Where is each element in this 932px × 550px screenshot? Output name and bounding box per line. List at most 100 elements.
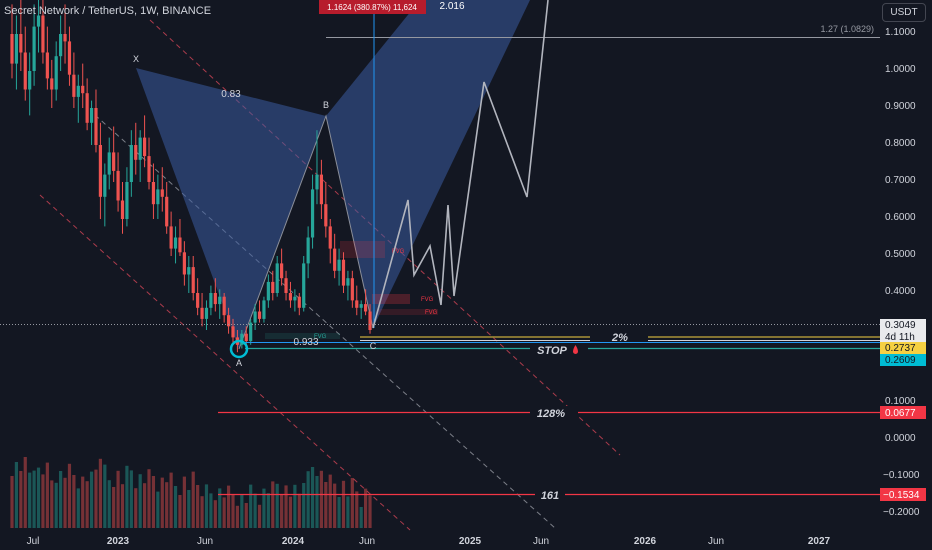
volume-bar [297,493,301,528]
volume-bar [178,495,182,528]
candle-body [178,237,182,253]
measure-box[interactable] [319,0,426,14]
symbol-title[interactable]: Secret Network / TetherUS, 1W, BINANCE [4,5,212,17]
channel-line-middle[interactable] [94,114,556,529]
volume-bar [249,484,253,528]
candle-body [120,200,125,219]
volume-bar [169,472,173,528]
point-a-marker[interactable] [229,339,249,359]
volume-bar [41,474,45,528]
volume-bar [257,504,262,528]
volume-bar [346,496,350,528]
candle-body [240,333,244,345]
candle-body [297,296,301,308]
candle-body [231,326,235,338]
candle-body [355,300,359,308]
candle-body [213,293,217,305]
candle-body [50,78,54,90]
fvg-zone-2[interactable] [372,294,410,304]
volume-bar [72,475,76,528]
candle-body [45,52,49,79]
y-tick: 0.8000 [885,138,916,149]
x-tick: 2024 [282,536,305,547]
volume-bar [306,471,310,528]
candle-body [32,26,36,72]
volume-bar [173,486,178,528]
x-tick: Jun [359,536,375,547]
candle-body [67,41,72,75]
volume-bar [116,470,120,528]
current-price-badge [880,319,926,331]
fvg-label-3: FVG [425,310,438,316]
candle-body [271,281,275,293]
volume-bar [89,471,94,528]
candle-body [147,156,151,182]
volume-bar [182,476,186,528]
y-tick: 0.6000 [885,212,916,223]
fvg-label-2: FVG [421,297,434,303]
candle-body [165,196,169,227]
volume-bar [187,490,191,528]
drop-icon [573,345,578,354]
candle-body [151,182,156,205]
harmonic-bcd-triangle[interactable] [326,0,530,328]
currency-button[interactable]: USDT [882,3,926,22]
volume-bar [14,462,19,528]
volume-bar [120,484,125,528]
harmonic-xab-triangle[interactable] [136,68,326,349]
volume-bar [36,467,41,528]
candle-body [59,34,63,57]
level-161-label: 161 [541,490,559,502]
stop-label-bg [530,343,588,357]
fvg-zone-1[interactable] [340,241,385,258]
fvg-label-bull: FVG [314,334,327,340]
candle-body [262,300,266,319]
volume-bar [284,485,288,528]
candle-body [306,237,310,264]
fvg-zone-3[interactable] [378,309,438,315]
candle-body [324,204,328,227]
volume-bar [231,494,235,528]
volume-bar [138,474,142,528]
candle-body [275,263,279,293]
x-tick: Jul [27,536,40,547]
volume-bar [310,467,315,528]
y-tick: 0.7000 [885,175,916,186]
candle-body [266,281,270,301]
point-a-label: A [236,358,242,368]
candle-body [76,85,80,97]
projection-path[interactable] [372,0,549,329]
fvg-label-1: FVG [392,249,405,255]
channel-line-upper[interactable] [149,19,621,456]
volume-bar [341,480,346,528]
candle-body [36,15,41,27]
price-axis[interactable]: 1.1000 1.0000 0.9000 0.8000 0.7000 0.600… [880,27,926,518]
candle-body [23,52,27,90]
volume-bar [328,474,332,528]
volume-bar [45,462,49,528]
volume-bar [19,471,23,528]
volume-bar [54,482,58,528]
volume-bar [59,471,63,528]
candlesticks [10,0,372,353]
volume-bar [23,457,27,528]
time-axis[interactable]: Jul 2023 Jun 2024 Jun 2025 Jun 2026 Jun … [27,536,831,547]
candle-body [103,174,107,197]
fvg-zone-bull[interactable] [265,333,340,339]
y-tick: −0.2000 [883,507,920,518]
volume-bar [196,485,200,528]
candle-body [196,293,200,308]
candle-body [134,145,138,160]
volume-bar [271,481,275,528]
volume-bar [275,483,279,528]
countdown-text: 4d 11h [885,332,915,343]
x-tick: 2025 [459,536,482,547]
volume-bar [235,505,240,528]
countdown-badge [880,331,926,342]
volume-bar [324,482,328,528]
channel-line-lower[interactable] [39,194,411,531]
x-tick: 2027 [808,536,831,547]
volume-bar [191,471,195,528]
volume-bar [107,480,111,528]
